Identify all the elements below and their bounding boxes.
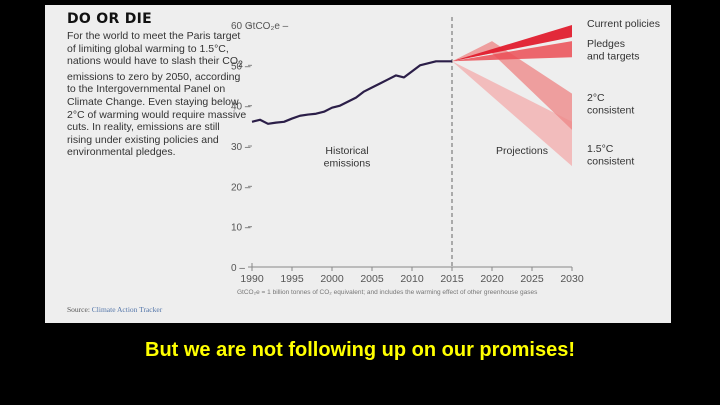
x-tick-label: 2025 (520, 273, 544, 285)
x-tick-label: 1995 (280, 273, 304, 285)
emissions-chart: 0 – 10 – 20 – 30 – 40 – 50 – 60 GtCO₂e – 1990 19… (231, 17, 660, 296)
source-label: Source: (67, 305, 90, 314)
y-tick-label: 40 – (231, 102, 251, 113)
projections-region-label: Projections (496, 145, 548, 157)
x-tick-label: 2000 (320, 273, 344, 285)
scenario-band-one-five-deg (452, 61, 572, 167)
y-tick-label: 0 – (231, 263, 245, 274)
x-tick-label: 1990 (240, 273, 264, 285)
scenario-label-pledges: Pledges and targets (587, 38, 640, 63)
scenario-label-one-five-deg: 1.5°C consistent (587, 143, 634, 168)
y-tick-label: 60 GtCO₂e – (231, 21, 289, 32)
scenario-band-current-policies (452, 25, 572, 62)
scenario-label-two-deg: 2°C consistent (587, 92, 634, 117)
source-name: Climate Action Tracker (91, 305, 163, 314)
slide-caption: But we are not following up on our promi… (145, 339, 575, 361)
chart-footnote: GtCO₂e = 1 billion tonnes of CO₂ equival… (237, 289, 538, 296)
panel-description: For the world to meet the Paris target o… (67, 30, 247, 159)
x-tick-label: 2005 (360, 273, 384, 285)
panel-title: DO OR DIE (67, 11, 153, 27)
scenario-label-current-policies: Current policies (587, 18, 660, 30)
x-tick-label: 2020 (480, 273, 504, 285)
y-tick-label: 50 – (231, 61, 251, 72)
x-tick-label: 2015 (440, 273, 464, 285)
y-tick-label: 10 – (231, 223, 251, 234)
source-note: Source: Climate Action Tracker (67, 305, 162, 314)
historical-region-label: Historical emissions (324, 145, 371, 170)
y-tick-label: 30 – (231, 142, 251, 153)
x-tick-label: 2030 (560, 273, 584, 285)
historical-emissions-line (251, 60, 452, 125)
infographic-panel: DO OR DIE For the world to meet the Pari… (45, 5, 671, 323)
y-tick-label: 20 – (231, 182, 251, 193)
scenario-band-pledges (452, 41, 572, 62)
x-tick-label: 2010 (400, 273, 424, 285)
